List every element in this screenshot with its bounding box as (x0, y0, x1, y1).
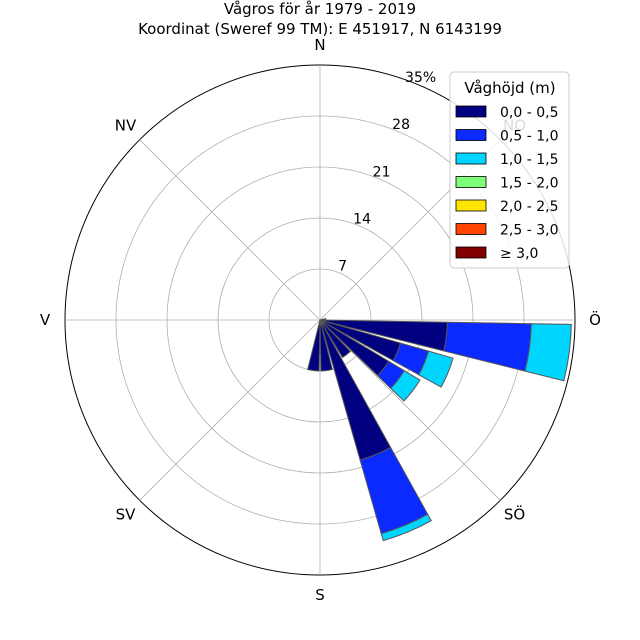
legend-swatch (455, 152, 487, 165)
legend-swatch (455, 199, 487, 212)
direction-label: Ö (589, 310, 601, 329)
radial-tick-label: 35% (405, 70, 436, 86)
chart-subtitle: Koordinat (Sweref 99 TM): E 451917, N 61… (138, 20, 502, 38)
rose-bar-segment (380, 513, 432, 542)
rose-bars (307, 317, 572, 542)
legend: Våghöjd (m) 0,0 - 0,5 0,5 - 1,0 1,0 - 1,5 1… (449, 71, 570, 269)
radial-tick-labels: 7 14 21 28 35% (338, 70, 436, 275)
direction-label: NV (115, 117, 137, 135)
chart-title: Vågros för år 1979 - 2019 (224, 0, 416, 18)
rose-bar-segment (524, 323, 572, 382)
legend-label: ≥ 3,0 (500, 246, 538, 262)
direction-label: V (40, 311, 51, 329)
radial-tick-label: 7 (338, 259, 347, 275)
legend-label: 1,0 - 1,5 (500, 152, 558, 168)
grid-spoke (319, 319, 501, 501)
legend-swatch (455, 105, 487, 118)
grid-spoke (139, 139, 321, 321)
legend-title: Våghöjd (m) (464, 79, 555, 97)
radial-tick-label: 14 (353, 211, 371, 227)
direction-label: SÖ (504, 505, 525, 524)
direction-label: SV (116, 506, 137, 524)
legend-swatch (455, 246, 487, 259)
radial-tick-label: 21 (373, 164, 391, 180)
legend-label: 0,5 - 1,0 (500, 129, 558, 145)
rose-bar-segment (443, 321, 532, 372)
legend-swatch (455, 129, 487, 141)
legend-frame (449, 71, 570, 269)
direction-label: N (314, 36, 325, 54)
rose-bar-segment (319, 319, 352, 359)
rose-bar-segment (319, 319, 333, 372)
legend-label: 2,0 - 2,5 (500, 199, 558, 215)
legend-label: 1,5 - 2,0 (500, 176, 558, 192)
legend-swatch (455, 176, 487, 188)
legend-label: 0,0 - 0,5 (500, 105, 558, 121)
rose-bar-segment (418, 350, 454, 388)
legend-label: 2,5 - 3,0 (500, 223, 558, 239)
legend-swatch (455, 223, 487, 235)
legend-items: 0,0 - 0,5 0,5 - 1,0 1,0 - 1,5 1,5 - 2,0 2,0 … (455, 105, 558, 262)
direction-label: S (315, 586, 325, 604)
rose-bar-segment (307, 319, 321, 372)
radial-tick-label: 28 (392, 117, 410, 133)
grid-spoke (139, 319, 321, 501)
rose-bar-segment (390, 369, 421, 402)
